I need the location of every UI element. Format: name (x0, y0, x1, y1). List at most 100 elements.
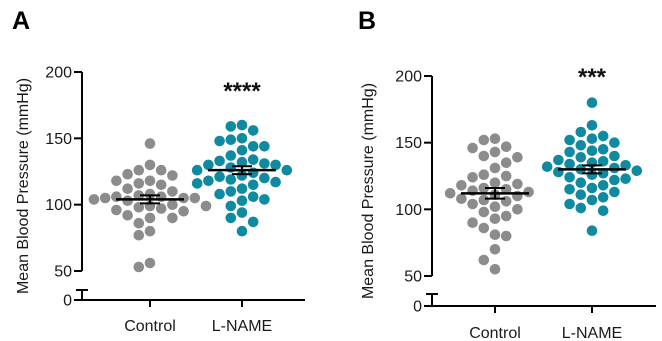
data-point (597, 156, 609, 167)
data-point (597, 205, 609, 216)
data-point (489, 162, 501, 174)
data-point (133, 229, 145, 241)
data-point (144, 188, 156, 200)
x-category-label: L-NAME (212, 318, 272, 335)
y-tick-label: 0 (413, 299, 422, 316)
data-point (500, 157, 512, 168)
data-point (236, 119, 248, 131)
data-point (144, 159, 156, 171)
data-point (122, 183, 133, 194)
data-point (444, 188, 456, 199)
data-point (586, 194, 598, 206)
data-point (575, 152, 587, 163)
data-point (512, 152, 523, 163)
data-point (189, 192, 201, 204)
x-category-label: Control (469, 325, 521, 341)
data-point (500, 141, 512, 152)
data-point (225, 121, 237, 132)
data-point (236, 170, 248, 181)
data-point (609, 186, 620, 198)
data-point (133, 164, 145, 176)
data-point (500, 196, 512, 207)
data-point (478, 194, 490, 206)
data-point (489, 133, 501, 144)
data-point (489, 264, 501, 275)
data-point (133, 217, 145, 229)
panel-letter: A (12, 7, 30, 35)
data-point (586, 97, 598, 108)
data-point (247, 141, 259, 152)
data-point (609, 150, 620, 162)
data-point (478, 254, 490, 266)
data-point (512, 204, 523, 215)
data-point (214, 188, 225, 200)
chart-panel-b: B 0 50 100 150 200 Control L-NAME Mean Blood Pre… (358, 7, 656, 341)
y-tick-label: 200 (395, 69, 422, 86)
data-point (467, 217, 478, 228)
data-point (281, 164, 293, 176)
data-point (500, 210, 512, 222)
data-point (144, 225, 156, 237)
data-point (586, 120, 598, 131)
data-point (214, 155, 225, 167)
data-point (489, 229, 501, 240)
data-point (225, 212, 237, 224)
data-point (609, 137, 620, 148)
data-point (456, 180, 467, 191)
y-tick-label: 200 (45, 65, 72, 82)
data-point (489, 146, 501, 158)
data-point (259, 194, 270, 205)
data-point (236, 207, 248, 218)
data-point (478, 222, 490, 234)
data-point (247, 191, 259, 202)
significance-marker: **** (223, 78, 261, 105)
data-point (541, 161, 553, 172)
data-point (478, 150, 490, 162)
data-point (586, 225, 598, 236)
data-point (200, 200, 212, 212)
data-point (122, 210, 133, 221)
data-point (88, 194, 100, 205)
data-point (122, 168, 133, 180)
data-point (155, 203, 167, 214)
data-point (500, 184, 512, 195)
data-point (564, 134, 575, 146)
data-point (500, 230, 512, 242)
data-point (155, 164, 167, 176)
data-point (631, 165, 643, 176)
data-point (489, 244, 501, 255)
data-point (225, 200, 237, 212)
data-point (620, 173, 631, 184)
significance-marker: *** (578, 64, 607, 91)
data-point (214, 171, 225, 183)
data-point (586, 133, 598, 144)
data-point (478, 169, 490, 180)
x-category-label: Control (124, 318, 176, 335)
data-point (467, 172, 478, 183)
x-category-label: L-NAME (562, 325, 622, 341)
data-point (564, 172, 575, 183)
data-point (575, 189, 587, 200)
y-tick-label: 100 (45, 197, 72, 214)
data-point (575, 177, 587, 188)
data-point (597, 130, 609, 142)
data-point (144, 138, 156, 149)
data-point (500, 170, 512, 182)
data-point (597, 144, 609, 155)
data-point (178, 206, 189, 217)
data-point (236, 225, 248, 237)
data-point (214, 135, 225, 147)
data-point (523, 186, 534, 198)
data-point (489, 213, 501, 224)
data-point (478, 206, 490, 218)
data-point (586, 145, 598, 156)
y-tick-label: 0 (63, 293, 72, 310)
data-point (247, 216, 259, 228)
data-point (236, 156, 248, 168)
data-point (191, 164, 203, 176)
y-tick-label: 50 (54, 264, 72, 281)
data-point (178, 192, 189, 204)
data-point (575, 126, 587, 138)
data-point (155, 179, 167, 191)
data-point (167, 212, 178, 224)
